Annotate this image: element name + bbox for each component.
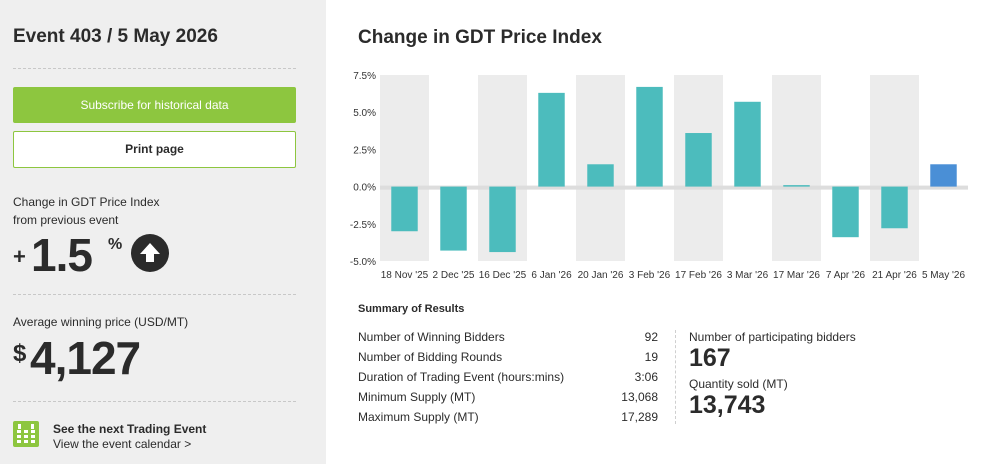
price-index-chart: 7.5% 5.0% 2.5% 0.0% -2.5% -5.0% 18 Nov '25 2 De… bbox=[350, 71, 968, 281]
divider bbox=[13, 68, 296, 69]
summary-divider bbox=[675, 330, 676, 424]
chart-bar bbox=[832, 186, 859, 238]
summary-row-label: Number of Bidding Rounds bbox=[358, 350, 503, 364]
divider bbox=[13, 401, 296, 402]
next-event-title: See the next Trading Event bbox=[53, 422, 207, 436]
chart-bar bbox=[734, 101, 761, 187]
chart-bar bbox=[489, 186, 516, 253]
chart-bar bbox=[636, 86, 663, 187]
divider bbox=[13, 294, 296, 295]
chart-band bbox=[870, 75, 919, 261]
avg-price-value: 4,127 bbox=[30, 332, 141, 384]
x-tick-label: 18 Nov '25 bbox=[381, 270, 429, 281]
x-tick-label: 2 Dec '25 bbox=[433, 270, 475, 281]
summary-row-label: Maximum Supply (MT) bbox=[358, 410, 479, 424]
summary-row-value: 19 bbox=[644, 350, 658, 364]
sidebar: Event 403 / 5 May 2026 Subscribe for his… bbox=[0, 0, 326, 464]
chart-band bbox=[772, 75, 821, 261]
summary-row: Number of Bidding Rounds 19 bbox=[358, 350, 658, 366]
x-tick-label: 5 May '26 bbox=[922, 270, 965, 281]
summary-row-label: Duration of Trading Event (hours:mins) bbox=[358, 370, 565, 384]
participating-bidders-label: Number of participating bidders bbox=[689, 330, 856, 344]
summary-row-value: 92 bbox=[644, 330, 658, 344]
x-tick-label: 7 Apr '26 bbox=[826, 270, 866, 281]
chart-bar bbox=[391, 186, 418, 232]
chart-bar bbox=[783, 185, 810, 187]
summary-row: Minimum Supply (MT) 13,068 bbox=[358, 390, 658, 406]
chart-bar bbox=[930, 164, 957, 187]
quantity-sold-value: 13,743 bbox=[689, 391, 766, 419]
arrow-up-circle-icon bbox=[131, 234, 169, 272]
x-tick-label: 3 Mar '26 bbox=[727, 270, 769, 281]
summary-row: Duration of Trading Event (hours:mins) 3… bbox=[358, 370, 658, 386]
zero-line bbox=[380, 185, 968, 190]
summary-row-label: Minimum Supply (MT) bbox=[358, 390, 476, 404]
change-sublabel: from previous event bbox=[13, 213, 119, 227]
chart-bar bbox=[440, 186, 467, 251]
participating-bidders-value: 167 bbox=[689, 344, 731, 372]
event-title: Event 403 / 5 May 2026 bbox=[13, 26, 218, 47]
event-calendar-link[interactable]: View the event calendar > bbox=[53, 437, 192, 451]
x-tick-label: 21 Apr '26 bbox=[872, 270, 917, 281]
y-tick-label: 5.0% bbox=[353, 108, 376, 119]
summary-row-value: 17,289 bbox=[621, 410, 658, 424]
x-tick-label: 16 Dec '25 bbox=[479, 270, 527, 281]
y-tick-label: 0.0% bbox=[353, 183, 376, 194]
change-unit: % bbox=[108, 236, 123, 253]
chart-band bbox=[380, 75, 429, 261]
avg-price-label: Average winning price (USD/MT) bbox=[13, 315, 189, 329]
change-value: 1.5 bbox=[31, 229, 93, 281]
chart-bar bbox=[685, 133, 712, 187]
y-tick-label: -2.5% bbox=[350, 220, 376, 231]
change-sign: + bbox=[13, 244, 26, 269]
y-tick-label: 7.5% bbox=[353, 71, 376, 82]
x-tick-label: 3 Feb '26 bbox=[629, 270, 671, 281]
y-tick-label: 2.5% bbox=[353, 145, 376, 156]
y-tick-label: -5.0% bbox=[350, 257, 376, 268]
summary-row-label: Number of Winning Bidders bbox=[358, 330, 505, 344]
subscribe-button[interactable]: Subscribe for historical data bbox=[13, 87, 296, 123]
change-label: Change in GDT Price Index bbox=[13, 195, 160, 209]
summary-row-value: 3:06 bbox=[634, 370, 658, 384]
summary-row-value: 13,068 bbox=[621, 390, 658, 404]
x-tick-label: 17 Mar '26 bbox=[773, 270, 820, 281]
quantity-sold-label: Quantity sold (MT) bbox=[689, 377, 788, 391]
x-tick-label: 17 Feb '26 bbox=[675, 270, 722, 281]
chart-bar bbox=[538, 92, 565, 187]
currency-symbol: $ bbox=[13, 340, 27, 367]
x-tick-label: 6 Jan '26 bbox=[531, 270, 572, 281]
summary-row: Number of Winning Bidders 92 bbox=[358, 330, 658, 346]
summary-row: Maximum Supply (MT) 17,289 bbox=[358, 410, 658, 426]
chart-title: Change in GDT Price Index bbox=[358, 27, 602, 48]
x-tick-label: 20 Jan '26 bbox=[578, 270, 624, 281]
summary-heading: Summary of Results bbox=[358, 303, 465, 315]
chart-bar bbox=[881, 186, 908, 229]
chart-bar bbox=[587, 164, 614, 187]
calendar-icon bbox=[13, 421, 39, 447]
print-page-button[interactable]: Print page bbox=[13, 131, 296, 168]
